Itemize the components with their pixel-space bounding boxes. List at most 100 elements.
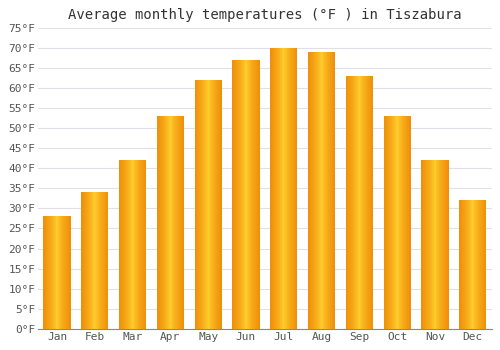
Bar [98, 193, 99, 329]
Bar [428, 160, 429, 329]
Bar [158, 116, 159, 329]
Bar [466, 200, 468, 329]
Bar [236, 60, 237, 329]
Bar [274, 48, 275, 329]
Bar [53, 216, 54, 329]
Bar [318, 52, 319, 329]
Bar [216, 80, 217, 329]
Bar [234, 60, 235, 329]
Bar [350, 76, 351, 329]
Bar [50, 216, 51, 329]
Bar [284, 48, 285, 329]
Bar [394, 116, 395, 329]
Bar [432, 160, 433, 329]
Bar [242, 60, 244, 329]
Bar [433, 160, 434, 329]
Bar [198, 80, 200, 329]
Bar [46, 216, 47, 329]
Bar [107, 193, 108, 329]
Bar [358, 76, 360, 329]
Bar [439, 160, 440, 329]
Bar [157, 116, 158, 329]
Bar [104, 193, 105, 329]
Bar [165, 116, 166, 329]
Bar [461, 200, 462, 329]
Bar [410, 116, 411, 329]
Bar [208, 80, 209, 329]
Bar [287, 48, 288, 329]
Bar [129, 160, 130, 329]
Bar [402, 116, 404, 329]
Bar [95, 193, 96, 329]
Bar [332, 52, 333, 329]
Bar [327, 52, 328, 329]
Bar [176, 116, 177, 329]
Bar [215, 80, 216, 329]
Bar [127, 160, 128, 329]
Bar [51, 216, 52, 329]
Bar [438, 160, 439, 329]
Bar [435, 160, 436, 329]
Bar [320, 52, 321, 329]
Bar [96, 193, 97, 329]
Bar [277, 48, 278, 329]
Bar [64, 216, 65, 329]
Bar [370, 76, 371, 329]
Bar [207, 80, 208, 329]
Bar [369, 76, 370, 329]
Bar [362, 76, 363, 329]
Bar [205, 80, 206, 329]
Bar [250, 60, 251, 329]
Bar [131, 160, 132, 329]
Bar [162, 116, 163, 329]
Bar [334, 52, 335, 329]
Bar [84, 193, 86, 329]
Bar [447, 160, 448, 329]
Bar [81, 193, 82, 329]
Bar [463, 200, 464, 329]
Bar [218, 80, 219, 329]
Bar [169, 116, 170, 329]
Bar [83, 193, 84, 329]
Bar [292, 48, 294, 329]
Bar [258, 60, 259, 329]
Bar [285, 48, 286, 329]
Bar [395, 116, 396, 329]
Bar [477, 200, 478, 329]
Bar [349, 76, 350, 329]
Bar [442, 160, 443, 329]
Bar [63, 216, 64, 329]
Bar [472, 200, 473, 329]
Bar [296, 48, 298, 329]
Bar [468, 200, 469, 329]
Bar [470, 200, 472, 329]
Bar [210, 80, 211, 329]
Bar [61, 216, 62, 329]
Bar [365, 76, 366, 329]
Bar [101, 193, 102, 329]
Bar [59, 216, 60, 329]
Bar [290, 48, 292, 329]
Bar [319, 52, 320, 329]
Bar [246, 60, 248, 329]
Bar [462, 200, 463, 329]
Bar [248, 60, 250, 329]
Bar [179, 116, 180, 329]
Bar [212, 80, 213, 329]
Bar [124, 160, 125, 329]
Bar [194, 80, 196, 329]
Bar [88, 193, 90, 329]
Bar [397, 116, 398, 329]
Bar [164, 116, 165, 329]
Bar [368, 76, 369, 329]
Bar [328, 52, 329, 329]
Bar [239, 60, 240, 329]
Bar [103, 193, 104, 329]
Bar [253, 60, 254, 329]
Bar [389, 116, 390, 329]
Bar [310, 52, 312, 329]
Bar [325, 52, 326, 329]
Bar [476, 200, 477, 329]
Bar [348, 76, 349, 329]
Bar [430, 160, 431, 329]
